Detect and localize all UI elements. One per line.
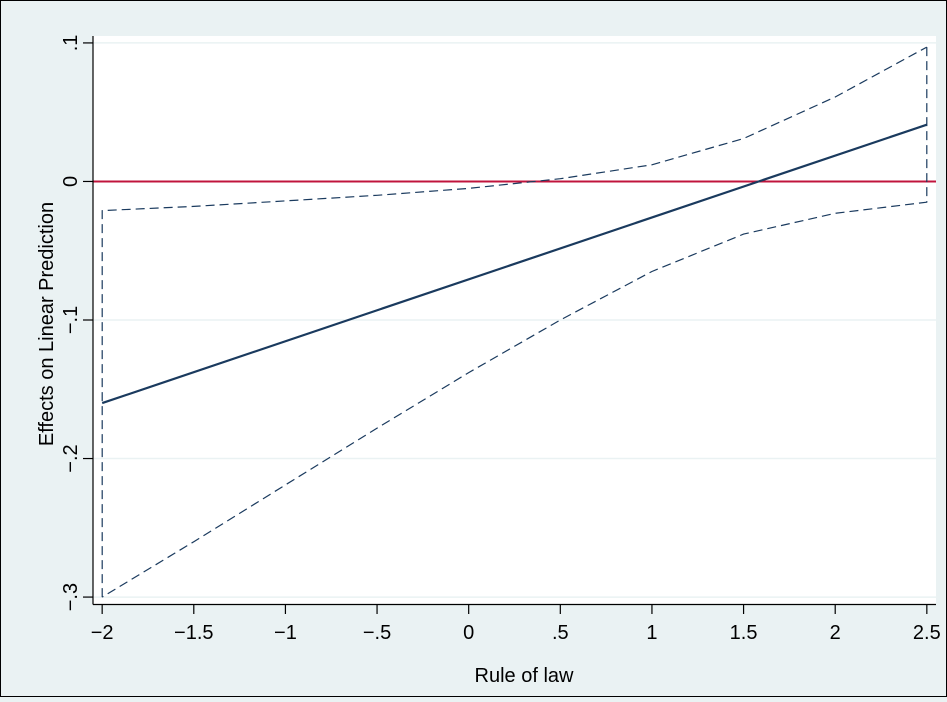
series-line-ci-lower	[101, 47, 928, 598]
x-tick-label: −1	[274, 622, 297, 644]
x-tick-label: 0	[463, 622, 474, 644]
x-tick-label: 1.5	[730, 622, 758, 644]
x-axis-label: Rule of law	[475, 665, 574, 687]
y-tick-label: 0	[60, 176, 82, 187]
y-tick-label: −.3	[60, 583, 82, 611]
x-tick-label: −.5	[363, 622, 391, 644]
x-tick-label: 2.5	[913, 622, 941, 644]
y-tick-label: −.2	[60, 444, 82, 472]
x-tick-label: −1.5	[174, 622, 213, 644]
x-tick-label: −2	[91, 622, 114, 644]
y-axis-label: Effects on Linear Prediction	[36, 202, 58, 446]
x-tick-label: 2	[830, 622, 841, 644]
axes-group: −2 −1.5 −1 −.5 0 .5 1 1.5 2 2.5 −.3 −.2 −.1 0 .1	[60, 35, 941, 644]
series-line-ci-upper	[101, 46, 928, 598]
x-tick-label: 1	[646, 622, 657, 644]
series-line-estimate	[101, 123, 928, 405]
y-tick-label: .1	[60, 35, 82, 52]
y-tick-label: −.1	[60, 306, 82, 334]
x-tick-label: .5	[552, 622, 569, 644]
series-group	[101, 46, 928, 598]
